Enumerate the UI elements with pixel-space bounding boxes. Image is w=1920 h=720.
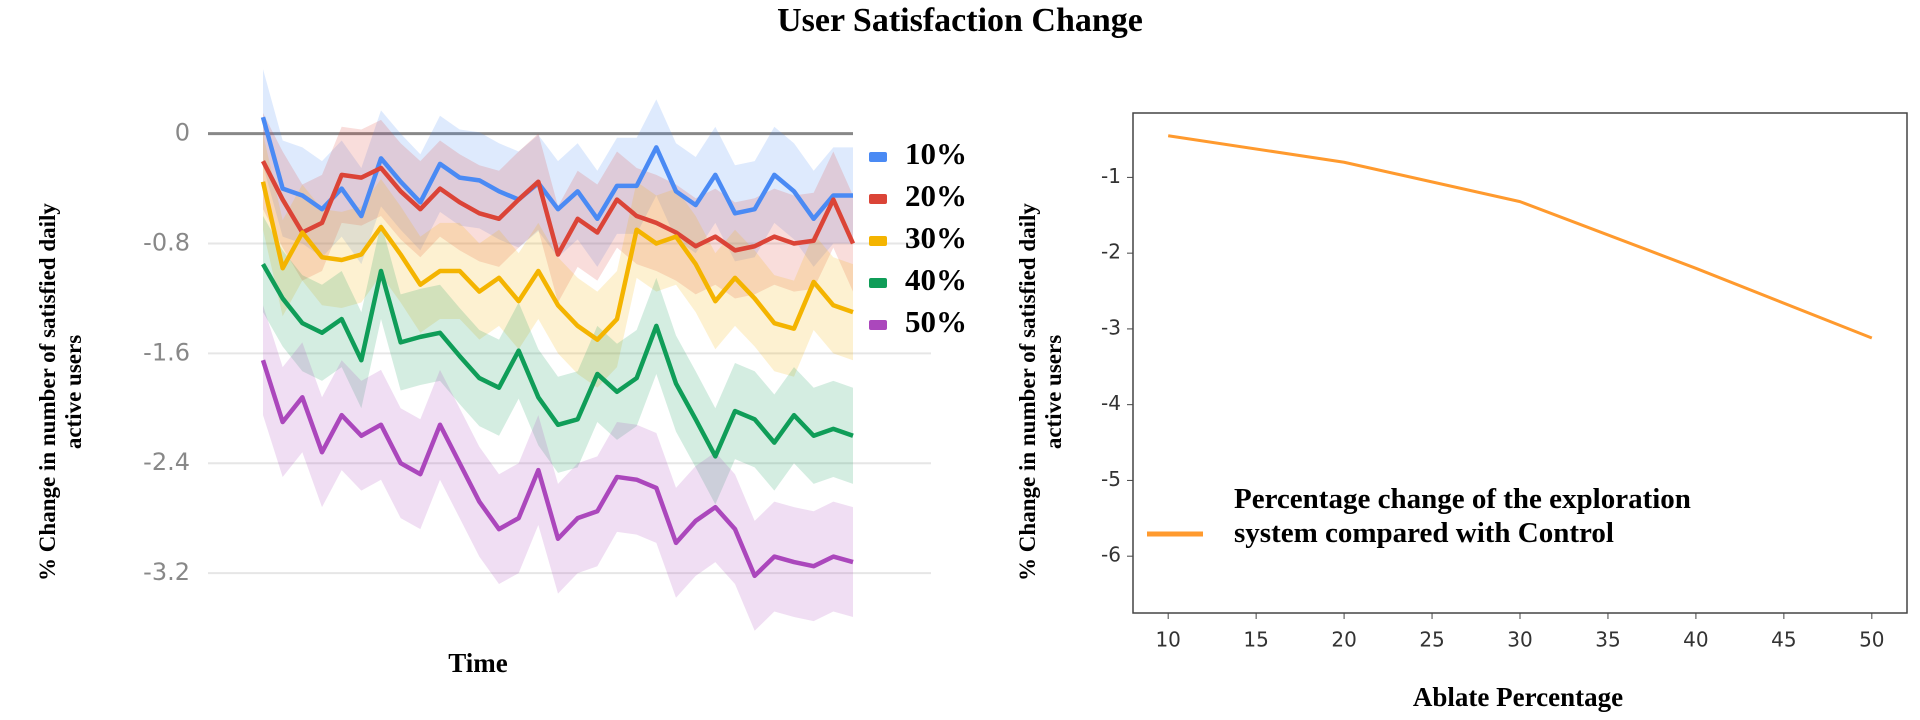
legend-label: 40% xyxy=(905,262,967,297)
line xyxy=(260,181,854,342)
y-tick-label: -1.6 xyxy=(143,338,190,366)
y-axis-label: % Change in number of satisfied daily ac… xyxy=(1015,203,1066,581)
line xyxy=(260,359,854,579)
x-tick-label: 10 xyxy=(1155,628,1180,652)
x-tick-label: 50 xyxy=(1859,628,1884,652)
y-axis-label: % Change in number of satisfied daily ac… xyxy=(35,203,86,581)
confidence-band xyxy=(263,216,853,505)
y-tick-label: -2 xyxy=(1101,240,1121,264)
legend-marker xyxy=(869,194,887,204)
x-tick-label: 25 xyxy=(1419,628,1444,652)
legend-marker xyxy=(869,236,887,246)
legend-marker xyxy=(869,320,887,330)
legend-label: 50% xyxy=(905,304,967,339)
line xyxy=(260,160,856,257)
x-tick-label: 40 xyxy=(1683,628,1708,652)
y-tick-label: -5 xyxy=(1101,467,1121,491)
title: User Satisfaction Change xyxy=(777,2,1143,39)
y-tick-label: -3 xyxy=(1101,315,1121,339)
y-tick-label: -0.8 xyxy=(143,229,190,257)
legend-label: 20% xyxy=(905,178,967,213)
x-tick-label: 45 xyxy=(1771,628,1796,652)
y-tick-label: -2.4 xyxy=(143,448,190,476)
legend-marker xyxy=(869,152,887,162)
x-tick-label: 20 xyxy=(1331,628,1356,652)
line xyxy=(1167,134,1873,340)
y-tick-label: 0 xyxy=(175,119,190,147)
y-tick-label: -3.2 xyxy=(143,558,190,586)
x-tick-label: 35 xyxy=(1595,628,1620,652)
legend-marker xyxy=(869,278,887,288)
x-tick-label: 30 xyxy=(1507,628,1532,652)
x-axis-label: Ablate Percentage xyxy=(1412,682,1624,712)
legend-label: 30% xyxy=(905,220,967,255)
line xyxy=(260,116,853,222)
legend-label: Percentage change of the exploration sys… xyxy=(1234,483,1691,549)
x-axis-label: Time xyxy=(448,648,508,678)
x-tick-label: 15 xyxy=(1243,628,1268,652)
y-tick-label: -1 xyxy=(1101,164,1121,188)
confidence-band xyxy=(263,305,853,631)
y-tick-label: -4 xyxy=(1101,391,1121,415)
confidence-band xyxy=(263,69,853,267)
legend-label: 10% xyxy=(905,136,967,171)
line xyxy=(261,262,854,459)
confidence-band xyxy=(263,133,853,388)
y-tick-label: -6 xyxy=(1101,543,1121,567)
